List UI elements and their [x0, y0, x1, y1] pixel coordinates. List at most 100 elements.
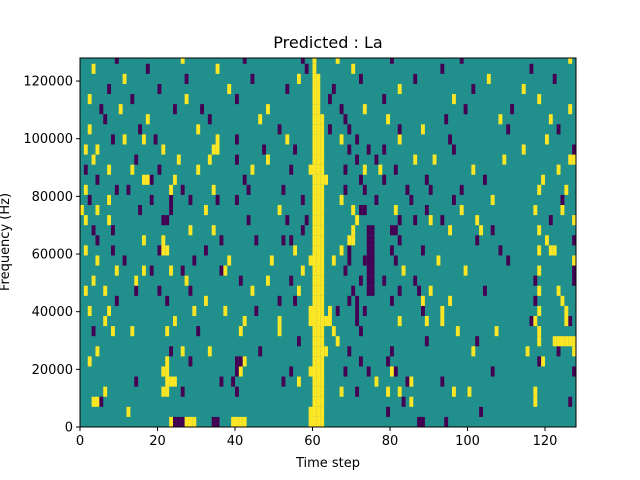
heatmap-cell	[541, 356, 546, 367]
heatmap-cell	[339, 134, 344, 145]
heatmap-cell	[134, 285, 139, 296]
heatmap-cell	[374, 154, 379, 165]
heatmap-cell	[188, 225, 193, 236]
heatmap-cell	[347, 245, 352, 256]
heatmap-cell	[351, 235, 356, 246]
heatmap-cell	[91, 63, 96, 74]
heatmap-cell	[145, 114, 150, 125]
heatmap-cell	[362, 104, 367, 115]
heatmap-cell	[316, 356, 321, 367]
heatmap-cell	[386, 406, 391, 417]
heatmap-cell	[355, 134, 360, 145]
heatmap-cell	[366, 245, 371, 256]
heatmap-cell	[95, 255, 100, 266]
heatmap-cell	[366, 144, 371, 155]
heatmap-cell	[537, 265, 542, 276]
heatmap-cell	[556, 346, 561, 357]
heatmap-cell	[281, 376, 286, 387]
heatmap-cell	[382, 275, 387, 286]
heatmap-cell	[192, 416, 197, 427]
heatmap-cell	[537, 285, 542, 296]
heatmap-cell	[320, 316, 325, 327]
heatmap-cell	[401, 396, 406, 407]
heatmap-cell	[126, 406, 131, 417]
heatmap-cell	[165, 326, 170, 337]
heatmap-cell	[324, 174, 329, 185]
heatmap-cell	[421, 416, 425, 427]
heatmap-cell	[444, 416, 449, 427]
heatmap-cell	[180, 184, 185, 195]
heatmap-cell	[231, 376, 236, 387]
heatmap-cell	[343, 114, 348, 125]
heatmap-cell	[355, 305, 360, 317]
heatmap-cell	[87, 94, 92, 105]
heatmap-cell	[510, 104, 515, 115]
heatmap-cell	[196, 164, 201, 175]
heatmap-cell	[312, 73, 317, 84]
heatmap-cell	[568, 104, 573, 115]
heatmap-cell	[413, 73, 418, 84]
heatmap-cell	[312, 336, 317, 347]
heatmap-cell	[347, 124, 352, 135]
heatmap-cell	[211, 416, 216, 427]
heatmap-cell	[471, 164, 476, 175]
heatmap-cell	[180, 386, 185, 397]
heatmap-cell	[320, 184, 325, 195]
heatmap-cell	[242, 174, 247, 185]
heatmap-cell	[320, 396, 325, 407]
heatmap-cell	[502, 154, 507, 165]
heatmap-cell	[417, 416, 422, 427]
y-tick-label: 120000	[23, 75, 73, 90]
heatmap-cell	[572, 366, 577, 377]
heatmap-cell	[390, 366, 394, 377]
heatmap-cell	[483, 285, 487, 296]
heatmap-cell	[107, 83, 112, 95]
plot-frame	[79, 57, 577, 428]
heatmap-cell	[339, 194, 344, 206]
heatmap-cell	[238, 275, 243, 286]
heatmap-cell	[362, 205, 367, 216]
heatmap-cell	[83, 144, 88, 155]
heatmap-cell	[114, 58, 119, 64]
heatmap-cell	[300, 265, 305, 276]
heatmap-cell	[564, 305, 569, 317]
heatmap-cell	[262, 144, 267, 155]
heatmap-cell	[393, 366, 398, 377]
heatmap-cell	[238, 326, 243, 337]
heatmap-cell	[320, 326, 325, 337]
heatmap-cell	[545, 235, 549, 246]
heatmap-cell	[235, 154, 239, 165]
y-tick-label: 40000	[32, 305, 73, 320]
heatmap-cell	[87, 305, 92, 317]
heatmap-cell	[312, 406, 317, 417]
heatmap-cell	[312, 366, 317, 377]
heatmap-cell	[161, 215, 166, 226]
heatmap-cell	[459, 58, 464, 64]
heatmap-cell	[506, 255, 511, 266]
heatmap-cell	[316, 114, 321, 125]
heatmap-cell	[111, 134, 115, 145]
heatmap-cell	[304, 63, 309, 74]
heatmap-cell	[312, 326, 317, 337]
heatmap-cell	[393, 255, 398, 266]
heatmap-cell	[568, 154, 573, 165]
heatmap-cell	[537, 245, 542, 256]
heatmap-cell	[506, 124, 511, 135]
heatmap-cell	[537, 336, 542, 347]
heatmap-cell	[87, 356, 92, 367]
heatmap-cell	[281, 184, 286, 195]
heatmap-cell	[165, 366, 170, 377]
y-axis: 0 20000 40000 60000 80000 100000 120000	[23, 75, 80, 436]
heatmap-cell	[180, 58, 185, 64]
heatmap-cell	[572, 255, 577, 266]
heatmap-cell	[320, 245, 325, 256]
heatmap-cell	[343, 265, 348, 276]
heatmap-cell	[173, 376, 177, 387]
heatmap-cell	[421, 245, 425, 256]
heatmap-cell	[564, 336, 569, 347]
heatmap-cell	[169, 346, 174, 357]
heatmap-cell	[316, 205, 321, 216]
heatmap-cell	[312, 396, 317, 407]
heatmap-cell	[355, 215, 360, 226]
heatmap-cell	[308, 416, 313, 427]
